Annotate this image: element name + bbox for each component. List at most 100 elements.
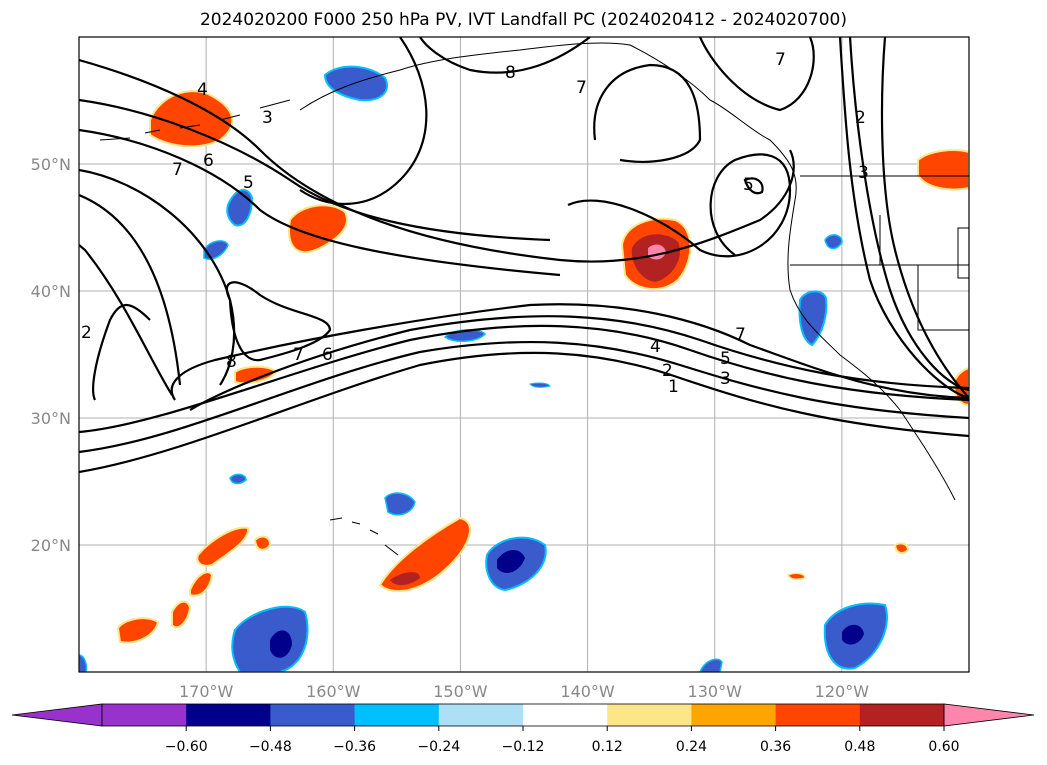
contour-label: 5 — [243, 173, 254, 193]
pv-contour-line — [79, 98, 551, 242]
colorbar-tick-label: 0.60 — [928, 739, 959, 755]
lat-tick-label: 20°N — [31, 536, 71, 555]
state-border — [917, 265, 969, 331]
hawaii-islands — [329, 517, 399, 556]
map-frame — [78, 36, 970, 673]
contour-label: 7 — [735, 325, 746, 345]
colorbar-swatch — [523, 704, 608, 726]
pc-negative-area — [699, 658, 723, 672]
pv-contour-line — [79, 351, 969, 474]
aleutian-islands — [99, 99, 291, 141]
pc-negative-area — [529, 382, 551, 388]
colorbar-swatch — [102, 704, 187, 726]
pc-positive-area — [893, 542, 910, 554]
coastlines — [99, 42, 969, 556]
pc-positive-area — [171, 600, 192, 629]
pc-negative-area — [824, 234, 843, 250]
pc-negative-area — [798, 290, 828, 347]
colorbar-tick-label: 0.12 — [592, 739, 623, 755]
longitude-labels: 170°W 160°W 150°W 140°W 130°W 120°W — [179, 682, 869, 701]
pv-contour-line — [225, 281, 332, 362]
contour-label: 3 — [858, 163, 869, 183]
contour-labels: 1 2 3 4 5 6 7 7 8 8 7 7 5 6 5 7 3 4 2 3 … — [81, 50, 869, 397]
colorbar-swatch — [691, 704, 777, 726]
pc-positive-area — [917, 149, 969, 191]
contour-label: 2 — [855, 108, 866, 128]
contour-label: 4 — [197, 80, 208, 100]
latitude-labels: 20°N 30°N 40°N 50°N — [31, 155, 71, 555]
contour-label: 6 — [203, 151, 214, 171]
pv-contour-line — [79, 128, 561, 277]
pv-contour-line — [838, 37, 969, 400]
pc-positive-area — [253, 535, 272, 551]
pc-strong-positive-area — [390, 572, 420, 586]
colorbar-tick-label: −0.24 — [417, 739, 460, 755]
contour-label: 3 — [262, 108, 273, 128]
pc-negative-area — [384, 492, 416, 516]
pv-contour-line — [170, 37, 969, 401]
chart-title: 2024020200 F000 250 hPa PV, IVT Landfall… — [199, 10, 847, 30]
pc-negative-area — [79, 654, 88, 672]
pc-strong-negative-area — [497, 549, 525, 573]
lon-tick-label: 140°W — [560, 682, 615, 701]
pv-contour-line — [299, 37, 428, 206]
pc-positive-area — [196, 526, 250, 567]
pc-negative-area — [231, 605, 309, 672]
pv-contour-line — [79, 168, 236, 386]
colorbar-swatch — [438, 704, 524, 726]
colorbar-tick-label: 0.24 — [676, 739, 707, 755]
contour-label: 3 — [720, 369, 731, 389]
colorbar-tick-label: 0.36 — [760, 739, 791, 755]
colorbar-swatch — [270, 704, 356, 726]
lon-tick-label: 120°W — [815, 682, 870, 701]
colorbar-tick-label: −0.60 — [165, 739, 208, 755]
pv-contour-line — [79, 193, 182, 396]
contour-label: 4 — [650, 337, 661, 357]
pv-contour-line — [189, 315, 969, 411]
pc-positive-area — [378, 516, 471, 593]
colorbar-extend-high — [943, 703, 1035, 727]
colorbar-swatch — [859, 704, 945, 726]
pv-contour-line — [698, 37, 815, 112]
pc-negative-area — [229, 473, 247, 485]
lat-tick-label: 30°N — [31, 409, 71, 428]
colorbar-tick-label: 0.48 — [844, 739, 875, 755]
pv-contour-line — [92, 303, 151, 401]
colorbar-tick-label: −0.36 — [333, 739, 376, 755]
colorbar-swatch — [186, 704, 271, 726]
contour-label: 8 — [226, 352, 237, 372]
contour-label: 2 — [81, 323, 92, 343]
contour-label: 6 — [322, 345, 333, 365]
lon-tick-label: 160°W — [306, 682, 361, 701]
pv-contour-line — [79, 58, 795, 263]
contour-label: 5 — [720, 349, 731, 369]
pv-contour-line — [567, 153, 792, 258]
pc-positive-area — [149, 90, 234, 148]
pc-strong-negative-area — [270, 630, 292, 658]
colorbar-extend-low — [11, 703, 103, 727]
contour-label: 2 — [662, 361, 673, 381]
lon-tick-label: 130°W — [688, 682, 743, 701]
pv-contour-line — [79, 340, 969, 454]
pc-positive-area — [116, 617, 160, 644]
lat-tick-label: 40°N — [31, 282, 71, 301]
pc-negative-area — [323, 65, 388, 102]
colorbar-tick-label: −0.12 — [502, 739, 545, 755]
pc-positive-area — [189, 571, 214, 597]
pv-contour-line — [593, 63, 702, 163]
contour-label: 7 — [172, 160, 183, 180]
colorbar-swatch — [775, 704, 861, 726]
pv-contour-line — [419, 37, 591, 74]
pc-positive-area — [787, 572, 806, 580]
pv-contour-line — [743, 177, 764, 195]
pv-contours — [79, 37, 969, 474]
contour-label: 7 — [576, 78, 587, 98]
lat-tick-label: 50°N — [31, 155, 71, 174]
lon-tick-label: 150°W — [433, 682, 488, 701]
contour-label: 7 — [775, 50, 786, 70]
colorbar: −0.60 −0.48 −0.36 −0.24 −0.12 0.12 0.24 0.36 0.4… — [11, 703, 1035, 755]
pc-strong-negative-area — [842, 624, 864, 645]
contour-label: 1 — [668, 377, 679, 397]
colorbar-tick-label: −0.48 — [249, 739, 292, 755]
